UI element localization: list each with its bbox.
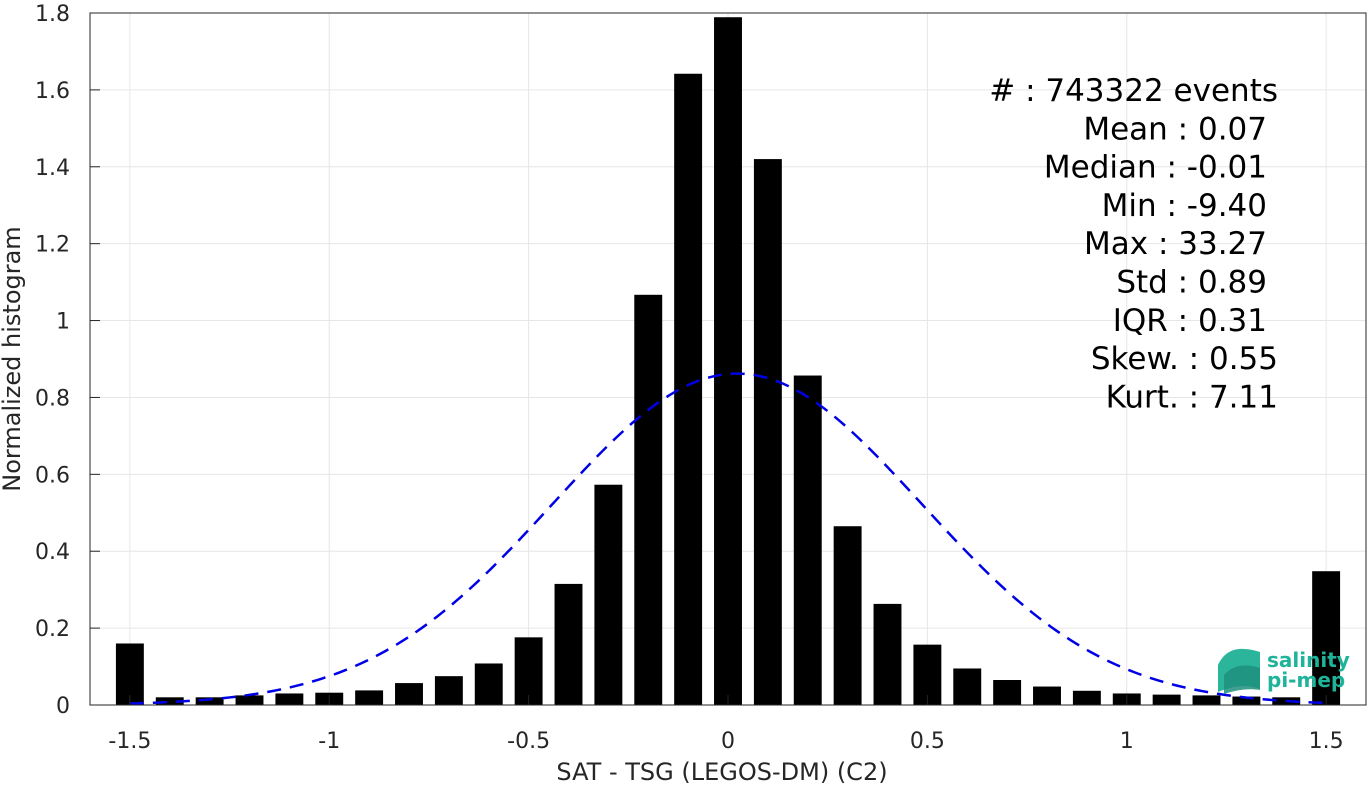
histogram-bar: [1232, 696, 1261, 705]
x-tick-label: 0.5: [910, 729, 945, 754]
x-tick-label: -0.5: [507, 729, 550, 754]
x-axis-label: SAT - TSG (LEGOS-DM) (C2): [556, 758, 887, 785]
x-tick-label: 0: [721, 729, 735, 754]
y-tick-label: 1.6: [35, 79, 70, 104]
histogram-bar: [873, 603, 902, 705]
y-tick-label: 1.4: [35, 156, 70, 181]
x-tick-label: -1.5: [108, 729, 151, 754]
stat-line: Mean : 0.07: [1083, 111, 1267, 147]
stat-line: Min : -9.40: [1102, 188, 1267, 224]
histogram-bar: [1033, 686, 1061, 705]
stat-line: Std : 0.89: [1116, 265, 1267, 301]
histogram-bar: [953, 668, 982, 705]
histogram-bar: [514, 637, 543, 705]
tick-labels: -1.5 -1 -0.5 0 0.5 1 1.5 0 0.2 0.4 0.6 0.8 1 1.2 1.4 1.…: [35, 2, 1344, 754]
histogram-bar: [434, 676, 463, 705]
histogram-bar: [634, 294, 663, 705]
y-tick-label: 1.8: [35, 2, 70, 27]
histogram-bar: [793, 375, 822, 705]
x-tick-label: -1: [318, 729, 340, 754]
histogram-bar: [993, 680, 1022, 705]
stat-line: Median : -0.01: [1044, 150, 1267, 186]
y-tick-label: 1.2: [35, 233, 70, 258]
histogram-bar: [753, 159, 782, 706]
histogram-bar: [355, 690, 384, 705]
stat-line: Kurt. : 7.11: [1106, 379, 1278, 415]
y-tick-label: 1: [56, 310, 70, 335]
histogram-bar: [235, 695, 264, 705]
stat-line: IQR : 0.31: [1113, 303, 1267, 339]
logo-wave-shadow: [1224, 665, 1260, 694]
histogram-bar: [1152, 694, 1181, 705]
x-tick-label: 1: [1120, 729, 1134, 754]
y-axis-label: Normalized histogram: [0, 226, 26, 491]
histogram-bar: [115, 643, 144, 705]
histogram-bar: [674, 73, 703, 705]
histogram-bar: [554, 583, 583, 705]
y-tick-label: 0.2: [35, 617, 70, 642]
axis-ticks: [90, 12, 1327, 706]
histogram-bar: [594, 484, 623, 705]
histogram-bar: [833, 526, 862, 705]
histogram-bar: [1072, 690, 1101, 705]
histogram-bar: [913, 644, 942, 705]
y-tick-label: 0.8: [35, 386, 70, 411]
logo-text-salinity: salinity: [1267, 648, 1350, 672]
salinity-pi-mep-logo: salinity pi-mep: [1218, 648, 1350, 694]
bars: [115, 17, 1341, 706]
histogram-bar: [275, 693, 304, 705]
histogram-bar: [195, 697, 224, 705]
histogram-bar: [395, 683, 423, 705]
x-tick-label: 1.5: [1309, 729, 1344, 754]
y-tick-label: 0: [56, 694, 70, 719]
histogram-bar: [714, 17, 742, 706]
histogram-bar: [1312, 571, 1341, 705]
y-tick-label: 0.4: [35, 540, 70, 565]
stat-line: # : 743322 events: [989, 73, 1278, 109]
y-tick-label: 0.6: [35, 463, 70, 488]
stat-line: Skew. : 0.55: [1091, 341, 1278, 377]
histogram-bar: [155, 697, 184, 705]
logo-text-pi-mep: pi-mep: [1267, 668, 1345, 692]
stat-line: Max : 33.27: [1084, 226, 1267, 262]
histogram-bar: [1192, 695, 1221, 705]
histogram-bar: [474, 663, 503, 705]
